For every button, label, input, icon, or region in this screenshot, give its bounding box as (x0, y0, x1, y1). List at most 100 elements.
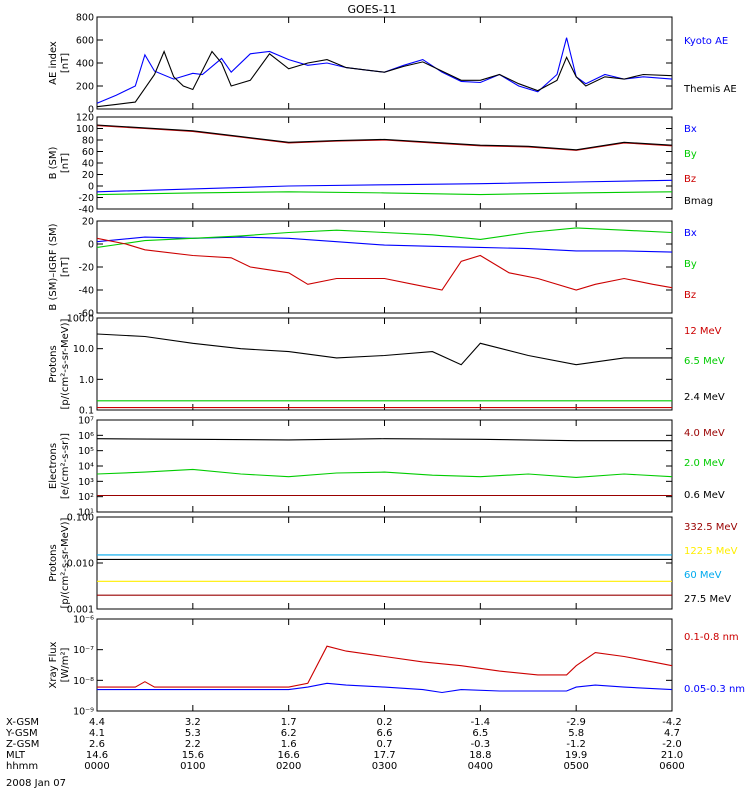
legend-entry: 2.4 MeV (684, 392, 725, 403)
series-line-2-0-mev (96, 468, 673, 478)
y-tick-label: 10.0 (73, 344, 94, 355)
ephemeris-value: -2.0 (662, 739, 682, 750)
y-tick-label: 60 (82, 147, 94, 158)
panel-frame (96, 220, 673, 314)
ephemeris-value: -0.3 (471, 739, 491, 750)
legend-entry: By (684, 259, 697, 270)
y-tick-label: 0.001 (67, 605, 94, 616)
ephemeris-table: X-GSM 4.4 3.2 1.7 0.2 -1.4 -2.9 -4.2 Y-GSM 4.1 5.3… (5, 717, 685, 772)
ephemeris-value: 4.1 (89, 728, 105, 739)
ephemeris-value: 2.2 (185, 739, 201, 750)
panel-1: 0 200 400 600 800 AE index [nT] Kyoto AE Themis … (48, 13, 737, 116)
ephemeris-value: 15.6 (182, 750, 204, 761)
panel-frame (96, 419, 673, 513)
ephemeris-value: 16.6 (278, 750, 300, 761)
ephemeris-value: 0600 (659, 761, 684, 772)
panel-frame (96, 317, 673, 411)
ephemeris-value: 14.6 (86, 750, 108, 761)
legend-entry: Bx (684, 124, 697, 135)
y-tick-label: 10¹ (78, 508, 94, 519)
ephemeris-value: 6.5 (472, 728, 488, 739)
y-tick-label: -40 (78, 286, 94, 297)
y-tick-label: 0.100 (67, 513, 94, 524)
ephemeris-value: 18.8 (469, 750, 491, 761)
y-tick-label: 100 (76, 124, 94, 135)
legend-entry: 2.0 MeV (684, 458, 725, 469)
legend-entry: Themis AE (683, 84, 737, 95)
legend-entry: 6.5 MeV (684, 356, 725, 367)
legend-entry: 60 MeV (684, 570, 722, 581)
ephemeris-value: 2.6 (89, 739, 105, 750)
panel-3: -60 -40 -20 0 20 B (SM)–IGRF (SM) [nT] Bx By Bz (48, 217, 697, 320)
y-axis-label: [W/m²] (60, 647, 71, 682)
ephemeris-value: 1.7 (281, 717, 297, 728)
ephemeris-value: 0000 (84, 761, 109, 772)
ephemeris-row-label: MLT (6, 750, 26, 761)
y-tick-label: 0 (88, 240, 94, 251)
ephemeris-value: -4.2 (662, 717, 682, 728)
y-axis-label: [e/(cm²-s-sr)] (60, 433, 71, 499)
panel-6: 0.001 0.010 0.100 Protons [p/(cm²-s-sr-MeV)]… (48, 513, 738, 616)
y-tick-label: -40 (78, 205, 94, 216)
ephemeris-value: 0200 (276, 761, 301, 772)
ephemeris-value: -1.4 (471, 717, 491, 728)
y-tick-label: 0 (88, 182, 94, 193)
y-tick-label: 20 (82, 170, 94, 181)
ephemeris-row-label: hhmm (6, 761, 38, 772)
ephemeris-value: 4.7 (664, 728, 680, 739)
series-line-0-1-0-8-nm (97, 645, 673, 688)
panel-7: 10⁻⁹ 10⁻⁸ 10⁻⁷ 10⁻⁶ Xray Flux [W/m²] 0.1-0.8 n… (48, 615, 745, 718)
y-axis-label: [nT] (60, 53, 71, 73)
panel-4: 0.1 1.0 10.0 100.0 Protons [p/(cm²-s-sr-MeV)]… (48, 314, 725, 417)
series-line-bmag (96, 124, 673, 151)
y-axis-label: [p/(cm²-s-sr-MeV)] (60, 517, 71, 608)
y-tick-label: 0.1 (79, 406, 94, 417)
y-tick-label: -20 (78, 193, 94, 204)
legend-entry: 0.6 MeV (684, 490, 725, 501)
series-line-by (96, 227, 673, 248)
y-axis-label: AE index (48, 41, 59, 85)
ephemeris-value: 21.0 (661, 750, 683, 761)
y-tick-label: -60 (78, 309, 94, 320)
legend-entry: Bz (684, 174, 696, 185)
legend-entry: 0.05-0.3 nm (684, 684, 745, 695)
y-axis-label: B (SM) (48, 146, 59, 179)
y-tick-label: 10⁻⁷ (73, 645, 94, 656)
legend-entry: 332.5 MeV (684, 522, 738, 533)
y-tick-label: 800 (76, 13, 94, 24)
series-line-themis-ae (96, 50, 673, 108)
series-line-bz (96, 125, 673, 151)
y-axis-label: Protons (48, 544, 59, 581)
panel-frame (96, 16, 673, 110)
y-tick-label: 10⁻⁹ (73, 707, 94, 718)
y-axis-label: Electrons (48, 443, 59, 489)
ephemeris-value: -2.9 (566, 717, 586, 728)
ephemeris-value: -1.2 (566, 739, 586, 750)
ephemeris-value: 19.9 (565, 750, 587, 761)
y-tick-label: 10³ (78, 477, 94, 488)
series-line-0-05-0-3-nm (97, 682, 673, 694)
ephemeris-row-label: Z-GSM (6, 739, 39, 750)
y-tick-label: 200 (76, 82, 94, 93)
legend-entry: By (684, 149, 697, 160)
ephemeris-value: 0500 (563, 761, 588, 772)
legend-entry: Kyoto AE (684, 36, 728, 47)
y-axis-label: B (SM)–IGRF (SM) (48, 223, 59, 310)
y-tick-label: 0 (88, 105, 94, 116)
y-tick-label: 120 (76, 113, 94, 124)
legend-entry: Bz (684, 290, 696, 301)
panel-frame (96, 618, 673, 712)
ephemeris-value: 17.7 (373, 750, 395, 761)
series-line-bx (96, 236, 673, 253)
ephemeris-value: 0100 (180, 761, 205, 772)
y-axis-label: Xray Flux (48, 641, 59, 688)
ephemeris-value: 0300 (372, 761, 397, 772)
ephemeris-value: 1.6 (281, 739, 297, 750)
panel-5: 10¹ 10² 10³ 10⁴ 10⁵ 10⁶ 10⁷ Electrons [e/(cm²-s-… (48, 416, 725, 519)
ephemeris-value: 0.2 (377, 717, 393, 728)
series-line-kyoto-ae (96, 37, 673, 104)
ephemeris-row-label: Y-GSM (5, 728, 38, 739)
series-line-bz (96, 237, 673, 291)
